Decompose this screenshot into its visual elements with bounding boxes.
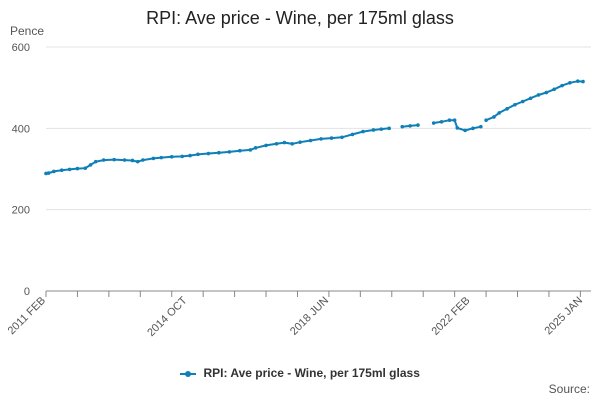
data-point[interactable] (135, 159, 140, 164)
data-point[interactable] (371, 128, 376, 132)
data-point[interactable] (505, 107, 509, 111)
data-point[interactable] (471, 126, 475, 131)
data-point[interactable] (67, 167, 72, 172)
data-point[interactable] (75, 166, 80, 171)
x-tick-label: 2011 FEB (6, 295, 49, 338)
data-point[interactable] (552, 87, 556, 92)
data-point[interactable] (581, 79, 585, 84)
data-point[interactable] (227, 150, 232, 154)
data-point[interactable] (217, 150, 221, 155)
x-tick-label: 2018 JUN (288, 295, 331, 338)
data-point[interactable] (463, 128, 467, 133)
data-point[interactable] (206, 151, 211, 156)
data-point[interactable] (520, 99, 525, 104)
legend-swatch-icon (180, 370, 197, 377)
data-point[interactable] (188, 153, 192, 158)
y-tick-label: 600 (12, 42, 30, 54)
data-point[interactable] (122, 158, 127, 162)
data-point[interactable] (568, 80, 572, 85)
data-point[interactable] (282, 140, 287, 145)
data-point[interactable] (88, 163, 93, 167)
data-point[interactable] (112, 157, 116, 162)
data-point[interactable] (560, 83, 564, 88)
data-point[interactable] (141, 158, 145, 162)
data-point[interactable] (169, 155, 174, 159)
data-point[interactable] (408, 124, 412, 128)
data-point[interactable] (340, 135, 344, 140)
data-point[interactable] (350, 132, 355, 137)
legend-label: RPI: Ave price - Wine, per 175ml glass (203, 366, 420, 380)
x-tick-label: 2014 OCT (145, 294, 190, 339)
data-point[interactable] (159, 155, 164, 160)
data-point[interactable] (253, 146, 258, 150)
series-line (45, 127, 390, 175)
data-point[interactable] (400, 124, 405, 129)
data-point[interactable] (290, 141, 295, 146)
source-label: Source: (548, 382, 590, 396)
series-line (485, 80, 584, 122)
data-point[interactable] (497, 111, 501, 115)
data-point[interactable] (431, 121, 436, 125)
data-point[interactable] (416, 123, 420, 127)
data-point[interactable] (484, 118, 488, 122)
data-point[interactable] (575, 79, 580, 83)
y-tick-label: 200 (12, 205, 30, 217)
data-point[interactable] (455, 126, 460, 130)
data-point[interactable] (46, 171, 51, 175)
data-point[interactable] (361, 129, 365, 134)
data-point[interactable] (248, 148, 253, 152)
data-point[interactable] (528, 96, 533, 101)
data-point[interactable] (130, 158, 135, 163)
data-point[interactable] (379, 127, 384, 131)
x-tick-label: 2025 JAN (542, 295, 585, 338)
data-point[interactable] (151, 156, 156, 161)
data-point[interactable] (319, 137, 323, 141)
series-layer (44, 79, 585, 176)
data-point[interactable] (196, 152, 200, 157)
data-point[interactable] (274, 141, 279, 146)
data-point[interactable] (513, 102, 517, 107)
data-point[interactable] (452, 118, 457, 122)
data-point[interactable] (492, 115, 496, 119)
axes: 0 200 400 600 2011 FEB 2014 OCT 2018 JUN 2022 F… (6, 42, 586, 339)
data-point[interactable] (59, 168, 64, 173)
data-point[interactable] (439, 120, 444, 124)
data-point[interactable] (308, 138, 313, 143)
data-point[interactable] (329, 136, 334, 140)
data-point[interactable] (264, 143, 268, 148)
gridlines (46, 46, 591, 292)
data-point[interactable] (536, 93, 541, 97)
chart-title: RPI: Ave price - Wine, per 175ml glass (146, 8, 454, 28)
data-point[interactable] (447, 118, 452, 122)
y-tick-label: 0 (24, 286, 30, 298)
data-point[interactable] (101, 158, 106, 162)
data-point[interactable] (479, 124, 483, 129)
data-point[interactable] (180, 154, 185, 159)
data-point[interactable] (52, 169, 56, 174)
legend[interactable]: RPI: Ave price - Wine, per 175ml glass (0, 366, 600, 380)
data-point[interactable] (238, 148, 242, 153)
data-point[interactable] (93, 159, 98, 164)
x-tick-label: 2022 FEB (429, 295, 472, 338)
y-tick-label: 400 (12, 123, 30, 135)
data-point[interactable] (544, 90, 549, 95)
data-point[interactable] (83, 166, 88, 170)
data-point[interactable] (298, 140, 302, 144)
y-axis-unit-label: Pence (10, 24, 45, 38)
data-point[interactable] (387, 126, 391, 131)
